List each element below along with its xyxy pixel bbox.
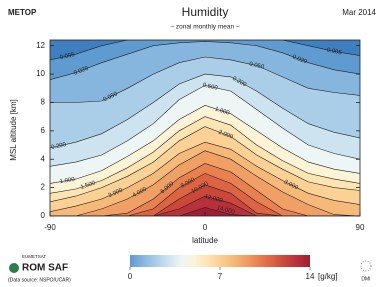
- y-tick-label: 8: [41, 98, 46, 107]
- source: METOP: [8, 8, 37, 17]
- x-tick-label: 0: [203, 223, 208, 232]
- y-tick-label: 10: [36, 69, 45, 78]
- page: METOP Humidity – zonal monthly mean – Ma…: [0, 0, 382, 287]
- y-axis-title: MSL altitude [km]: [9, 99, 18, 161]
- date: Mar 2014: [342, 8, 376, 17]
- chart-subtitle: – zonal monthly mean –: [170, 24, 239, 31]
- institute: DMI: [361, 276, 370, 282]
- org: ROM SAF: [22, 263, 68, 274]
- logo-icon: [9, 263, 19, 273]
- data-source: (Data source: NSPO/UCAR): [8, 277, 71, 283]
- x-axis-title: latitude: [192, 236, 218, 245]
- colorbar-tick-label: 14: [306, 272, 315, 281]
- chart-title: Humidity: [182, 5, 229, 19]
- agency: EUMETSAT: [22, 254, 46, 259]
- y-tick-label: 4: [41, 154, 46, 163]
- colorbar-unit: [g/kg]: [318, 272, 338, 281]
- x-tick-label: -90: [44, 223, 56, 232]
- dmi-logo: [361, 261, 371, 271]
- y-tick-label: 0: [41, 211, 46, 220]
- y-tick-label: 6: [41, 126, 46, 135]
- chart: METOP Humidity – zonal monthly mean – Ma…: [0, 0, 382, 287]
- y-tick-label: 12: [36, 41, 45, 50]
- colorbar-tick-label: 7: [218, 272, 223, 281]
- x-tick-label: 90: [356, 223, 365, 232]
- colorbar: [130, 255, 310, 267]
- y-tick-label: 2: [41, 183, 46, 192]
- colorbar-tick-label: 0: [128, 272, 133, 281]
